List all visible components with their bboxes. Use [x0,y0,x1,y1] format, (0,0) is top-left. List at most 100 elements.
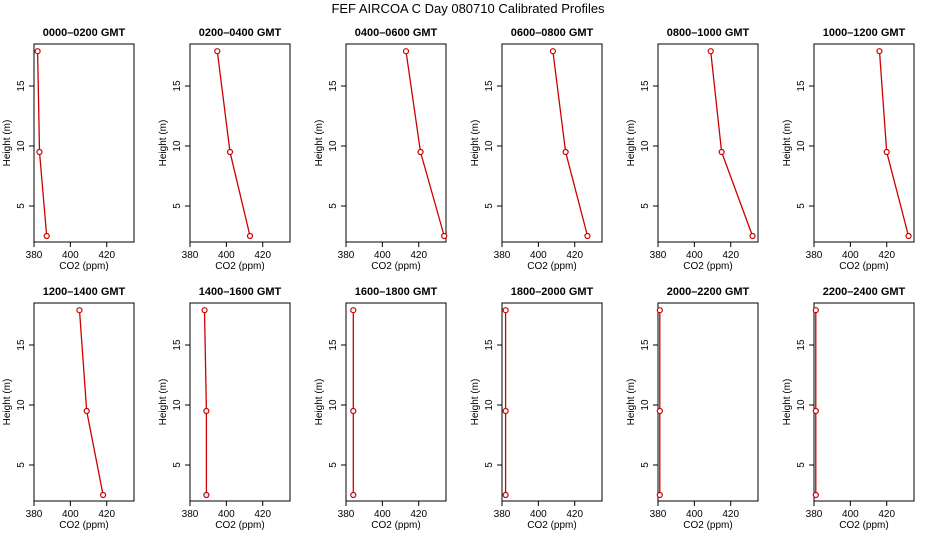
data-point [83,407,90,415]
x-tick-label: 400 [62,509,79,520]
x-tick-label: 420 [254,250,271,261]
data-point [749,232,756,240]
panel-title: 2000–2200 GMT [667,286,750,298]
y-tick-label: 10 [172,140,183,152]
data-point [201,307,208,314]
x-tick-label: 380 [650,250,667,261]
x-tick-label: 420 [410,509,427,520]
x-tick-label: 420 [722,509,739,520]
data-point [502,407,509,415]
x-tick-label: 380 [650,509,667,520]
data-point [812,491,819,499]
x-axis-label: CO2 (ppm) [59,261,108,272]
data-point [417,148,424,156]
y-tick-label: 15 [172,80,183,92]
x-tick-label: 380 [26,509,43,520]
panel-title: 0800–1000 GMT [667,27,750,39]
panel-title: 1200–1400 GMT [43,286,126,298]
x-tick-label: 400 [842,509,859,520]
figure-title: FEF AIRCOA C Day 080710 Calibrated Profi… [331,1,605,16]
data-point [718,148,725,156]
data-point [883,148,890,156]
profile-line [878,51,910,237]
x-axis-label: CO2 (ppm) [839,261,888,272]
data-point [876,48,883,55]
data-point [34,48,41,55]
x-tick-label: 400 [218,509,235,520]
plot-frame [657,302,759,502]
plot-frame [33,302,135,502]
y-tick-label: 10 [484,140,495,152]
y-tick-label: 10 [484,399,495,411]
x-axis-label: CO2 (ppm) [527,520,576,531]
panel-title: 1800–2000 GMT [511,286,594,298]
x-tick-label: 400 [530,250,547,261]
panel-title: 1600–1800 GMT [355,286,438,298]
y-axis-label: Height (m) [2,120,13,167]
plot-frame [813,43,915,243]
y-axis-label: Height (m) [314,120,325,167]
y-tick-label: 10 [640,140,651,152]
profile-line [216,51,251,237]
y-axis-label: Height (m) [470,379,481,426]
x-tick-label: 420 [254,509,271,520]
panel-title: 0200–0400 GMT [199,27,282,39]
plot-frame [345,302,447,502]
panel-title: 1400–1600 GMT [199,286,282,298]
x-tick-label: 420 [98,250,115,261]
profile-line [203,310,208,495]
x-tick-label: 400 [530,509,547,520]
plot-frame [189,302,291,502]
y-tick-label: 5 [16,462,27,468]
data-point [350,491,357,499]
panel-title: 0600–0800 GMT [511,27,594,39]
y-tick-label: 10 [16,399,27,411]
data-point [707,48,714,55]
x-tick-label: 380 [338,509,355,520]
x-tick-label: 380 [26,250,43,261]
data-point [502,307,509,314]
y-axis-label: Height (m) [158,120,169,167]
data-point [905,232,912,240]
data-point [203,491,210,499]
y-tick-label: 15 [796,80,807,92]
y-tick-label: 15 [796,339,807,351]
panel-title: 2200–2400 GMT [823,286,906,298]
panel-title: 1000–1200 GMT [823,27,906,39]
plot-frame [345,43,447,243]
y-tick-label: 5 [172,203,183,209]
x-tick-label: 380 [806,509,823,520]
x-tick-label: 380 [182,250,199,261]
y-tick-label: 10 [796,140,807,152]
data-point [99,491,107,499]
x-axis-label: CO2 (ppm) [59,520,108,531]
y-tick-label: 5 [640,462,651,468]
data-point [656,307,663,314]
data-point [350,407,357,415]
data-point [36,148,43,156]
data-point [214,48,221,55]
y-tick-label: 10 [640,399,651,411]
x-tick-label: 380 [182,509,199,520]
y-tick-label: 15 [16,80,27,92]
plot-frame [189,43,291,243]
x-tick-label: 420 [722,250,739,261]
data-point [76,307,83,314]
y-tick-label: 5 [640,203,651,209]
x-axis-label: CO2 (ppm) [215,261,264,272]
y-tick-label: 10 [796,399,807,411]
y-tick-label: 15 [484,339,495,351]
plot-frame [33,43,135,243]
profile-line [552,51,589,237]
